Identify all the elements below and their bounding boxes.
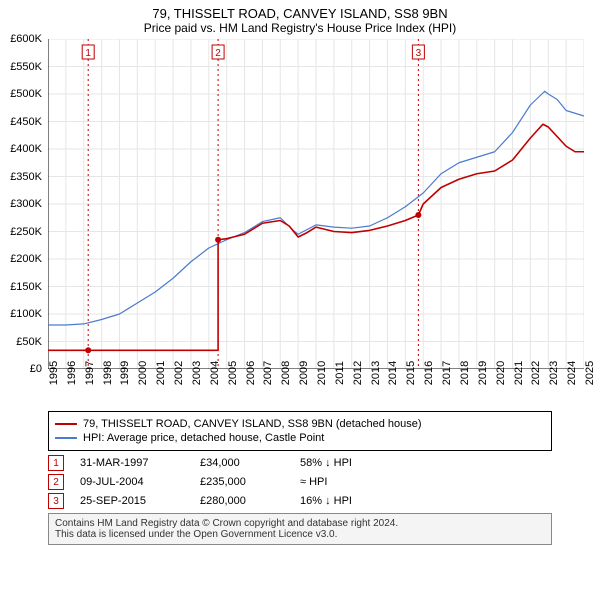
event-delta: 58% ↓ HPI <box>300 457 352 469</box>
chart-subtitle: Price paid vs. HM Land Registry's House … <box>0 21 600 39</box>
x-tick-label: 2011 <box>334 361 346 385</box>
x-tick-label: 2010 <box>316 361 328 385</box>
y-tick-label: £600K <box>10 33 42 45</box>
x-tick-label: 2018 <box>459 361 471 385</box>
footer-line1: Contains HM Land Registry data © Crown c… <box>55 518 545 529</box>
chart-title: 79, THISSELT ROAD, CANVEY ISLAND, SS8 9B… <box>0 0 600 21</box>
x-axis-labels: 1995199619971998199920002001200220032004… <box>48 369 584 405</box>
event-table: 1 31-MAR-1997 £34,000 58% ↓ HPI 2 09-JUL… <box>48 455 552 509</box>
x-tick-label: 1996 <box>66 361 78 385</box>
x-tick-label: 2003 <box>191 361 203 385</box>
x-tick-label: 2008 <box>280 361 292 385</box>
legend-row: 79, THISSELT ROAD, CANVEY ISLAND, SS8 9B… <box>55 418 545 430</box>
legend-label-a: 79, THISSELT ROAD, CANVEY ISLAND, SS8 9B… <box>83 418 422 430</box>
x-tick-label: 2023 <box>548 361 560 385</box>
y-tick-label: £450K <box>10 116 42 128</box>
x-tick-label: 1995 <box>48 361 60 385</box>
y-tick-label: £100K <box>10 308 42 320</box>
event-marker-icon: 2 <box>48 474 64 490</box>
x-tick-label: 2021 <box>513 361 525 385</box>
legend: 79, THISSELT ROAD, CANVEY ISLAND, SS8 9B… <box>48 411 552 451</box>
event-marker-icon: 1 <box>48 455 64 471</box>
x-tick-label: 2024 <box>566 361 578 385</box>
event-delta: ≈ HPI <box>300 476 327 488</box>
x-tick-label: 2020 <box>495 361 507 385</box>
svg-text:2: 2 <box>215 48 221 59</box>
y-tick-label: £150K <box>10 281 42 293</box>
x-tick-label: 2004 <box>209 361 221 385</box>
event-price: £34,000 <box>200 457 300 469</box>
x-tick-label: 2000 <box>137 361 149 385</box>
chart-svg: 1 2 3 <box>48 39 584 369</box>
event-date: 31-MAR-1997 <box>80 457 200 469</box>
legend-swatch-a <box>55 423 77 425</box>
event-marker-icon: 3 <box>48 493 64 509</box>
x-tick-label: 2017 <box>441 361 453 385</box>
svg-text:1: 1 <box>85 48 91 59</box>
x-tick-label: 2006 <box>245 361 257 385</box>
event-row: 3 25-SEP-2015 £280,000 16% ↓ HPI <box>48 493 552 509</box>
legend-swatch-b <box>55 437 77 439</box>
y-tick-label: £400K <box>10 143 42 155</box>
y-tick-label: £50K <box>16 336 42 348</box>
y-tick-label: £250K <box>10 226 42 238</box>
x-tick-label: 1998 <box>102 361 114 385</box>
event-price: £280,000 <box>200 495 300 507</box>
x-tick-label: 2013 <box>370 361 382 385</box>
x-tick-label: 2005 <box>227 361 239 385</box>
svg-text:3: 3 <box>416 48 422 59</box>
y-axis-labels: £0£50K£100K£150K£200K£250K£300K£350K£400… <box>0 39 44 369</box>
legend-label-b: HPI: Average price, detached house, Cast… <box>83 432 324 444</box>
y-tick-label: £350K <box>10 171 42 183</box>
event-date: 09-JUL-2004 <box>80 476 200 488</box>
chart-area: £0£50K£100K£150K£200K£250K£300K£350K£400… <box>48 39 584 369</box>
x-tick-label: 2012 <box>352 361 364 385</box>
x-tick-label: 2009 <box>298 361 310 385</box>
legend-row: HPI: Average price, detached house, Cast… <box>55 432 545 444</box>
x-tick-label: 2016 <box>423 361 435 385</box>
event-row: 2 09-JUL-2004 £235,000 ≈ HPI <box>48 474 552 490</box>
x-tick-label: 2001 <box>155 361 167 385</box>
y-tick-label: £200K <box>10 253 42 265</box>
y-tick-label: £500K <box>10 88 42 100</box>
y-tick-label: £300K <box>10 198 42 210</box>
x-tick-label: 2019 <box>477 361 489 385</box>
x-tick-label: 2007 <box>262 361 274 385</box>
x-tick-label: 2015 <box>405 361 417 385</box>
event-date: 25-SEP-2015 <box>80 495 200 507</box>
x-tick-label: 2014 <box>387 361 399 385</box>
x-tick-label: 2002 <box>173 361 185 385</box>
footer-attribution: Contains HM Land Registry data © Crown c… <box>48 513 552 545</box>
x-tick-label: 1999 <box>119 361 131 385</box>
y-tick-label: £0 <box>30 363 42 375</box>
event-row: 1 31-MAR-1997 £34,000 58% ↓ HPI <box>48 455 552 471</box>
x-tick-label: 2025 <box>584 361 596 385</box>
event-delta: 16% ↓ HPI <box>300 495 352 507</box>
x-tick-label: 2022 <box>530 361 542 385</box>
footer-line2: This data is licensed under the Open Gov… <box>55 529 545 540</box>
event-price: £235,000 <box>200 476 300 488</box>
x-tick-label: 1997 <box>84 361 96 385</box>
y-tick-label: £550K <box>10 61 42 73</box>
